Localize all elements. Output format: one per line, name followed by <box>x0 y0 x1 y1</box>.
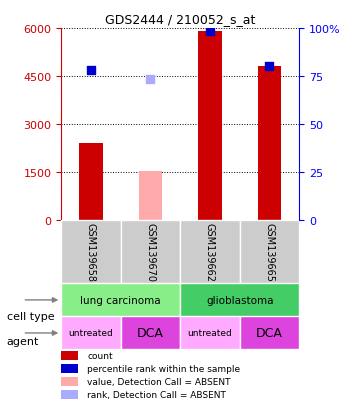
Point <box>88 67 94 74</box>
Text: rank, Detection Call = ABSENT: rank, Detection Call = ABSENT <box>87 390 226 399</box>
Text: glioblastoma: glioblastoma <box>206 295 273 305</box>
Bar <box>240 221 299 284</box>
Text: DCA: DCA <box>256 327 283 339</box>
Bar <box>61 351 78 361</box>
Text: untreated: untreated <box>188 329 232 338</box>
Bar <box>61 221 121 284</box>
Bar <box>138 171 162 221</box>
Text: count: count <box>87 351 113 361</box>
Bar <box>79 144 103 221</box>
Text: lung carcinoma: lung carcinoma <box>80 295 161 305</box>
Point <box>148 77 153 83</box>
Title: GDS2444 / 210052_s_at: GDS2444 / 210052_s_at <box>105 13 255 26</box>
Text: percentile rank within the sample: percentile rank within the sample <box>87 364 240 373</box>
Text: untreated: untreated <box>69 329 113 338</box>
Bar <box>240 317 299 350</box>
Bar <box>180 317 240 350</box>
Point <box>267 64 272 71</box>
Bar <box>198 32 222 221</box>
Text: cell type: cell type <box>7 311 54 321</box>
Bar <box>257 67 281 221</box>
Text: DCA: DCA <box>137 327 164 339</box>
Bar <box>61 284 180 317</box>
Bar <box>180 284 299 317</box>
Point <box>207 29 213 36</box>
Text: GSM139670: GSM139670 <box>146 223 155 282</box>
Bar <box>61 317 121 350</box>
Bar <box>121 317 180 350</box>
Text: GSM139665: GSM139665 <box>265 223 274 282</box>
Bar <box>61 377 78 386</box>
Bar <box>121 221 180 284</box>
Bar <box>61 364 78 373</box>
Bar <box>61 389 78 399</box>
Text: agent: agent <box>7 336 39 346</box>
Bar <box>180 221 240 284</box>
Text: value, Detection Call = ABSENT: value, Detection Call = ABSENT <box>87 377 231 386</box>
Text: GSM139662: GSM139662 <box>205 223 215 282</box>
Text: GSM139658: GSM139658 <box>86 223 96 282</box>
